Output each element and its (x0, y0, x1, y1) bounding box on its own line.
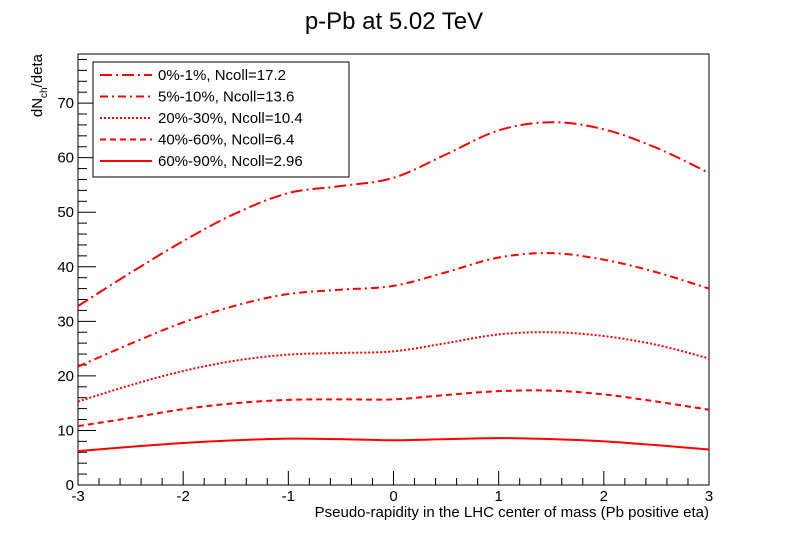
legend-entry: 5%-10%, Ncoll=13.6 (158, 89, 294, 106)
x-tick-label: 1 (494, 488, 502, 505)
legend-entry: 40%-60%, Ncoll=6.4 (158, 132, 294, 149)
legend: 0%-1%, Ncoll=17.2 5%-10%, Ncoll=13.6 20%-3… (92, 61, 350, 178)
legend-entry: 0%-1%, Ncoll=17.2 (158, 67, 286, 84)
legend-entry: 20%-30%, Ncoll=10.4 (158, 110, 303, 127)
x-tick-label: -1 (282, 488, 295, 505)
x-axis-title: Pseudo-rapidity in the LHC center of mas… (315, 504, 709, 521)
x-tick-label: 0 (389, 488, 397, 505)
data-lines (77, 121, 710, 453)
y-tick-label: 30 (57, 313, 74, 330)
y-tick-label: 70 (57, 95, 74, 112)
y-tick-label: 20 (57, 368, 74, 385)
series-line (77, 331, 710, 403)
y-tick-label: 60 (57, 150, 74, 167)
x-tick-label: -2 (176, 488, 189, 505)
x-tick-label: 3 (705, 488, 713, 505)
y-tick-label: 50 (57, 204, 74, 221)
y-tick-label: 0 (66, 477, 74, 494)
series-line (77, 121, 710, 307)
y-axis-title: dNch/deta (29, 53, 50, 117)
chart-title: p-Pb at 5.02 TeV (305, 8, 483, 35)
y-tick-label: 10 (57, 422, 74, 439)
legend-box (92, 61, 350, 178)
legend-entry: 60%-90%, Ncoll=2.96 (158, 153, 303, 170)
series-line (77, 252, 710, 368)
x-tick-label: -3 (71, 488, 84, 505)
x-tick-label: 2 (600, 488, 608, 505)
series-line (77, 437, 710, 453)
y-tick-label: 40 (57, 259, 74, 276)
